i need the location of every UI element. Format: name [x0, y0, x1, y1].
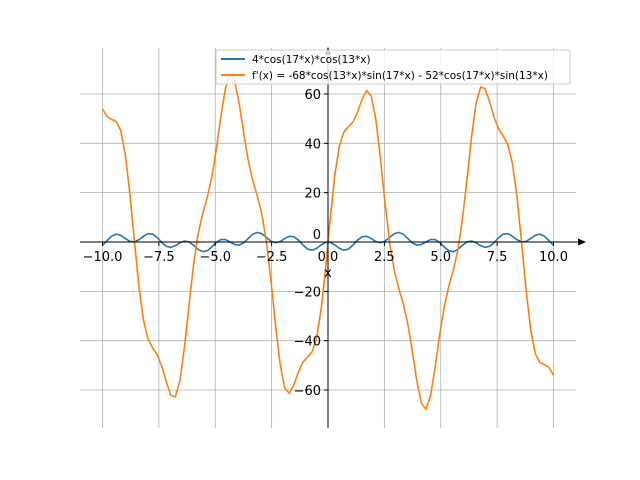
- legend-label-f: 4*cos(17*x)*cos(13*x): [252, 54, 371, 66]
- y-tick-label: 0: [313, 228, 321, 243]
- x-tick-label: 7.5: [487, 250, 508, 265]
- x-tick-label: 2.5: [374, 250, 395, 265]
- y-tick-label: −20: [294, 285, 321, 300]
- x-axis-label: x: [324, 266, 332, 281]
- ticks: −10.0 −7.5 −5.0 −2.5 0.0 2.5 5.0 7.5 10.0 −60 −40 −…: [83, 88, 568, 399]
- x-tick-label: 10.0: [539, 250, 568, 265]
- y-tick-label: 60: [304, 88, 321, 103]
- y-tick-label: 20: [304, 187, 321, 202]
- legend: 4*cos(17*x)*cos(13*x) f'(x) = -68*cos(13…: [215, 49, 571, 85]
- y-tick-label: −60: [294, 384, 321, 399]
- legend-label-df: f'(x) = -68*cos(13*x)*sin(17*x) - 52*cos…: [252, 70, 548, 82]
- x-tick-label: −2.5: [256, 250, 288, 265]
- y-tick-label: −40: [294, 335, 321, 350]
- y-tick-label: 40: [304, 137, 321, 152]
- x-tick-label: −5.0: [199, 250, 231, 265]
- x-tick-label: 5.0: [430, 250, 451, 265]
- x-tick-label: −7.5: [143, 250, 175, 265]
- x-tick-label: 0.0: [318, 250, 339, 265]
- x-tick-label: −10.0: [83, 250, 123, 265]
- x-axis-arrow-icon: [578, 238, 586, 246]
